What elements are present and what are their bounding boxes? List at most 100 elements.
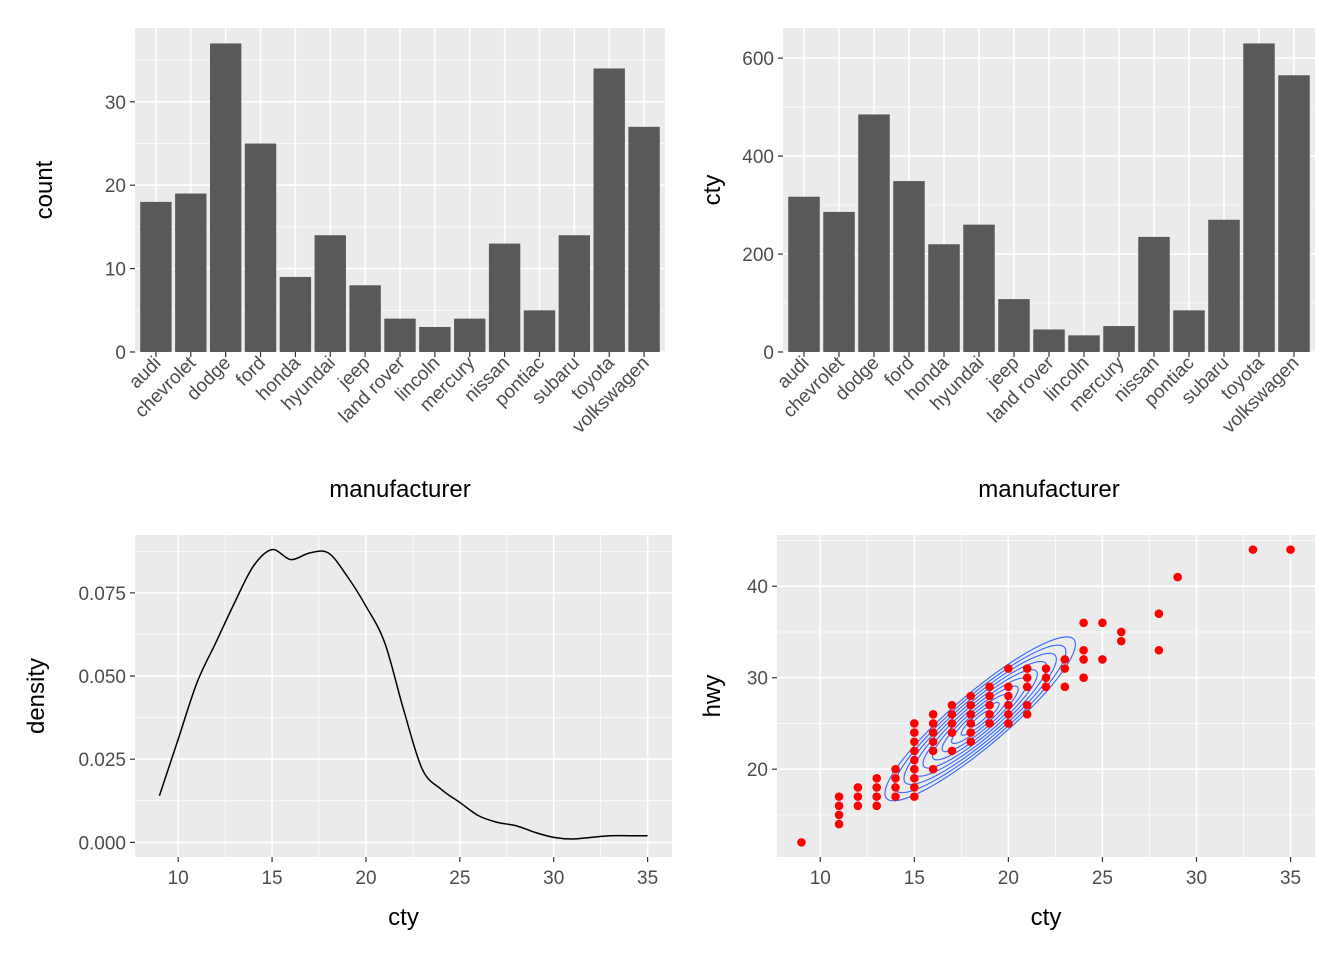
y-tick-label: 600 <box>742 49 774 70</box>
scatter-point <box>1022 682 1032 692</box>
y-tick-label: 0.000 <box>78 833 126 854</box>
bar-mercury <box>454 318 486 352</box>
y-tick-label: 10 <box>105 260 126 281</box>
x-tick-label: 30 <box>543 868 564 889</box>
scatter-point <box>947 746 957 756</box>
y-tick-label: 0 <box>763 343 774 364</box>
panel-background <box>135 535 672 857</box>
scatter-point <box>910 755 919 765</box>
scatter-point <box>910 746 919 756</box>
scatter-point <box>928 746 938 756</box>
y-axis-title: cty <box>699 175 726 206</box>
scatter-point <box>1079 618 1088 628</box>
scatter-point <box>834 819 844 829</box>
x-tick-label: 15 <box>261 868 282 889</box>
cty-sum-bar-chart: 0200400600audichevroletdodgefordhondahyu… <box>699 28 1315 503</box>
bar-toyota <box>593 68 625 352</box>
scatter-point <box>966 709 976 719</box>
scatter-point <box>1060 664 1070 673</box>
bar-jeep <box>998 299 1030 352</box>
scatter-point <box>1060 655 1070 664</box>
scatter-point <box>985 682 994 692</box>
bar-nissan <box>1138 236 1170 352</box>
x-axis-title: cty <box>1031 904 1062 931</box>
contour-line <box>893 644 1067 794</box>
scatter-point <box>928 737 938 747</box>
scatter-point <box>872 792 881 801</box>
scatter-point <box>947 700 957 710</box>
scatter-point <box>834 810 844 820</box>
scatter-point <box>853 792 863 801</box>
scatter-point <box>1004 682 1013 692</box>
scatter-point <box>1286 545 1295 554</box>
count-bar-chart: 0102030audichevroletdodgefordhondahyunda… <box>31 28 665 503</box>
y-tick-label: 200 <box>742 245 774 266</box>
bar-lincoln <box>419 326 451 352</box>
scatter-point <box>947 728 957 737</box>
x-tick-label: 10 <box>810 868 831 889</box>
scatter-point <box>928 728 938 737</box>
scatter-point <box>1004 719 1013 728</box>
bar-honda <box>279 276 312 352</box>
y-tick-label: 0.025 <box>78 750 126 771</box>
scatter-point <box>1154 609 1164 618</box>
scatter-point <box>1022 700 1032 710</box>
cty-density-chart: 10 15 20 25 30 35 0.000 0.025 0.050 0.075 cty densi… <box>23 535 672 931</box>
bar-ford <box>893 181 925 352</box>
bar-nissan <box>488 243 521 352</box>
scatter-point <box>1004 700 1013 710</box>
x-axis-title: manufacturer <box>978 476 1119 503</box>
scatter-point <box>834 801 844 811</box>
scatter-point <box>966 691 976 701</box>
y-tick-label: 30 <box>105 93 126 114</box>
scatter-point <box>966 719 976 728</box>
contour-line <box>922 669 1038 769</box>
bar-jeep <box>349 285 381 352</box>
density-line <box>158 548 648 840</box>
y-axis-title: hwy <box>699 675 726 718</box>
scatter-point <box>966 728 976 737</box>
y-tick-label: 30 <box>747 669 768 690</box>
scatter-point <box>985 709 994 719</box>
scatter-point <box>891 783 900 792</box>
scatter-point <box>1022 709 1032 719</box>
scatter-point <box>834 792 844 801</box>
scatter-point <box>910 783 919 792</box>
scatter-point <box>910 764 919 774</box>
y-tick-label: 0 <box>115 343 126 364</box>
x-tick-label: 20 <box>355 868 376 889</box>
scatter-point <box>928 719 938 728</box>
x-tick-label: 10 <box>168 868 189 889</box>
bar-ford <box>244 143 277 352</box>
panel-background <box>777 535 1315 857</box>
scatter-point <box>1004 691 1013 701</box>
scatter-point <box>1041 682 1051 692</box>
scatter-point <box>928 764 938 774</box>
bar-dodge <box>858 114 890 353</box>
x-axis-title: manufacturer <box>329 476 470 503</box>
scatter-point <box>1079 645 1088 655</box>
scatter-point <box>853 801 863 811</box>
scatter-point <box>1116 627 1126 637</box>
bar-audi <box>788 196 820 352</box>
scatter-point <box>985 700 994 710</box>
bar-volkswagen <box>628 126 660 352</box>
scatter-point <box>1022 664 1032 673</box>
scatter-point <box>1041 664 1051 673</box>
x-tick-label: 30 <box>1186 868 1207 889</box>
scatter-point <box>1060 682 1070 692</box>
bar-toyota <box>1243 43 1275 353</box>
x-tick-label: 20 <box>998 868 1019 889</box>
y-tick-label: 20 <box>747 760 768 781</box>
scatter-point <box>966 737 976 747</box>
bar-dodge <box>209 43 242 353</box>
scatter-point <box>1079 673 1088 683</box>
scatter-point <box>1004 664 1013 673</box>
scatter-point <box>891 774 900 783</box>
scatter-point <box>1041 673 1051 683</box>
bar-volkswagen <box>1278 75 1310 352</box>
bar-honda <box>928 244 960 352</box>
y-tick-label: 20 <box>105 176 126 197</box>
bar-mercury <box>1103 326 1135 352</box>
